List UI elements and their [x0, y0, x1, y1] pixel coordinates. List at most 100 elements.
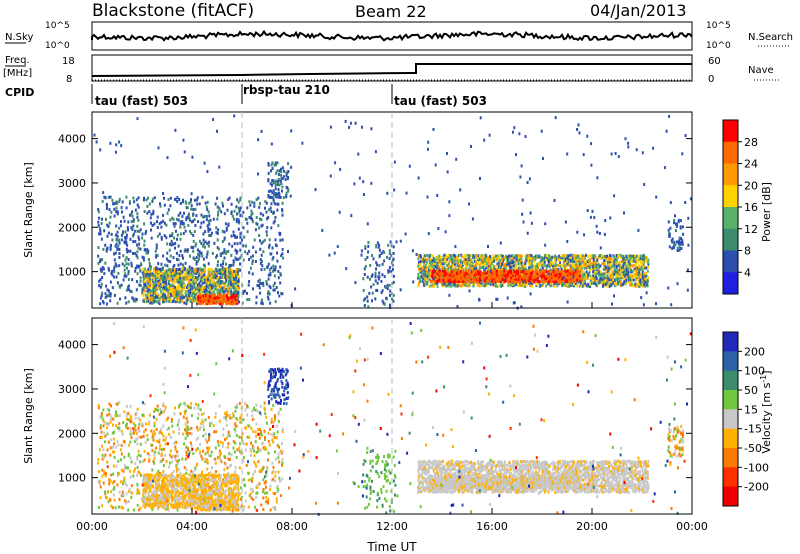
data-cell: [122, 230, 124, 234]
data-cell: [427, 232, 430, 236]
data-cell: [118, 197, 121, 201]
data-cell: [118, 472, 121, 476]
data-cell: [108, 408, 111, 412]
data-cell: [218, 300, 221, 304]
data-cell: [606, 276, 609, 280]
data-cell: [99, 426, 102, 430]
data-cell: [528, 277, 531, 281]
data-cell: [106, 422, 109, 426]
data-cell: [179, 202, 182, 205]
data-cell: [477, 260, 480, 264]
data-cell: [104, 440, 107, 444]
data-cell: [489, 270, 492, 273]
data-cell: [179, 276, 182, 280]
data-cell: [578, 255, 581, 258]
data-cell: [232, 300, 235, 304]
data-cell: [160, 220, 163, 224]
data-cell: [260, 218, 263, 222]
data-cell: [580, 276, 583, 280]
data-cell: [106, 426, 109, 430]
data-cell: [186, 277, 189, 281]
data-cell: [233, 286, 236, 290]
data-cell: [282, 196, 285, 200]
data-cell: [487, 262, 490, 266]
data-cell: [150, 221, 152, 225]
data-cell: [174, 294, 177, 298]
data-cell: [515, 257, 518, 261]
data-cell: [211, 286, 213, 290]
data-cell: [120, 206, 123, 210]
data-cell: [571, 270, 574, 274]
data-cell: [515, 277, 518, 281]
data-cell: [152, 273, 155, 277]
data-cell: [125, 274, 128, 278]
data-cell: [480, 255, 483, 259]
data-cell: [366, 222, 369, 226]
data-cell: [105, 202, 108, 206]
data-cell: [126, 426, 129, 430]
data-cell: [237, 206, 240, 210]
data-cell: [673, 240, 676, 244]
data-cell: [184, 297, 187, 301]
data-cell: [443, 282, 446, 286]
data-cell: [583, 259, 586, 263]
data-cell: [500, 265, 502, 269]
data-cell: [635, 254, 638, 258]
data-cell: [524, 259, 527, 262]
data-cell: [611, 302, 613, 306]
data-cell: [520, 305, 523, 309]
data-cell: [632, 257, 635, 260]
data-cell: [223, 248, 226, 252]
data-cell: [559, 278, 562, 282]
data-cell: [107, 266, 110, 270]
data-cell: [155, 439, 158, 443]
data-cell: [257, 196, 260, 200]
colorbar-tick-label: 12: [744, 223, 758, 236]
data-cell: [202, 238, 205, 242]
data-cell: [623, 268, 626, 272]
data-cell: [170, 270, 173, 274]
data-cell: [386, 283, 389, 287]
data-cell: [478, 268, 481, 272]
data-cell: [211, 280, 214, 284]
data-cell: [557, 282, 560, 286]
data-cell: [156, 287, 159, 291]
data-cell: [249, 266, 252, 270]
data-cell: [537, 263, 540, 267]
data-cell: [491, 262, 493, 266]
data-cell: [235, 220, 238, 224]
data-cell: [128, 488, 131, 492]
data-cell: [267, 215, 270, 219]
data-cell: [160, 235, 163, 239]
data-cell: [171, 216, 174, 220]
data-cell: [121, 490, 124, 494]
data-cell: [554, 260, 557, 264]
data-cell: [197, 257, 200, 261]
data-cell: [189, 441, 192, 445]
data-cell: [190, 426, 193, 430]
data-cell: [547, 262, 550, 266]
data-cell: [172, 300, 174, 304]
data-cell: [508, 282, 511, 286]
data-cell: [530, 262, 533, 266]
data-cell: [176, 298, 179, 302]
data-cell: [158, 284, 161, 288]
data-cell: [615, 270, 617, 274]
data-cell: [374, 275, 377, 279]
data-cell: [271, 161, 274, 165]
data-cell: [575, 265, 578, 269]
data-cell: [262, 250, 265, 254]
data-cell: [184, 403, 187, 407]
data-cell: [461, 272, 464, 276]
data-cell: [472, 282, 474, 285]
data-cell: [604, 262, 607, 266]
data-cell: [133, 200, 136, 204]
data-cell: [486, 262, 489, 266]
data-cell: [123, 274, 126, 278]
data-cell: [121, 210, 123, 214]
data-cell: [530, 273, 533, 277]
data-cell: [136, 407, 139, 411]
data-cell: [158, 296, 160, 300]
data-cell: [433, 258, 436, 262]
data-cell: [219, 298, 222, 301]
